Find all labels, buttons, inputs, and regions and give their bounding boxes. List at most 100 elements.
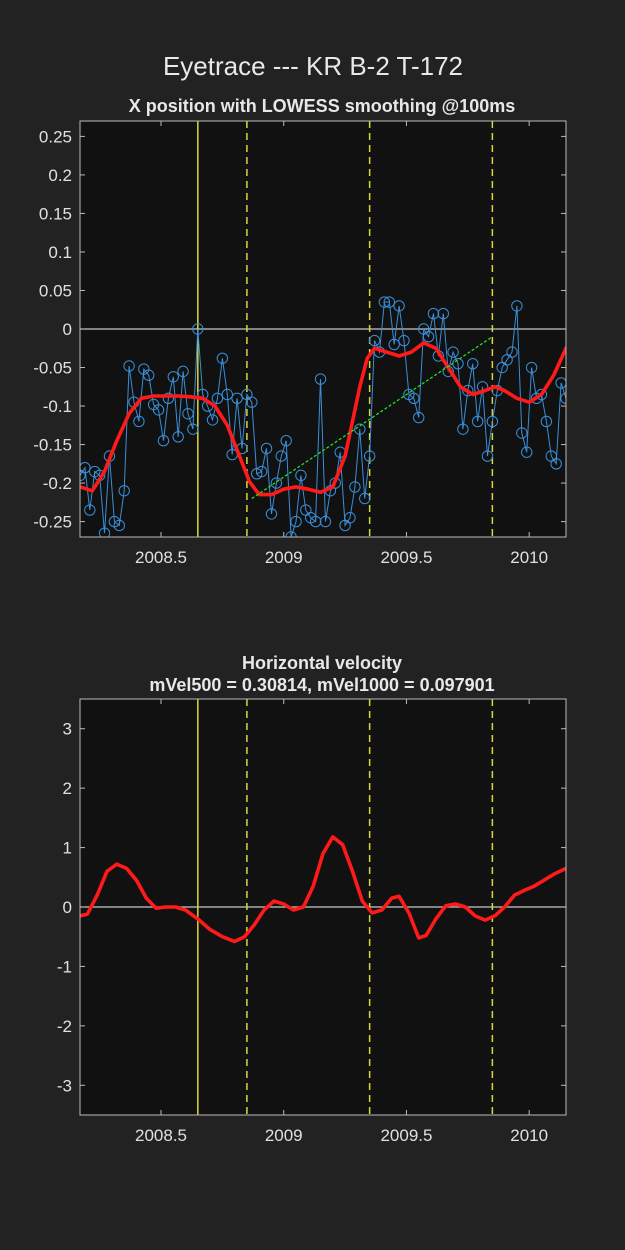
sample-point — [535, 388, 548, 401]
sample-point — [162, 392, 175, 405]
y-tick-label: 0 — [63, 898, 72, 917]
sample-point — [408, 392, 420, 405]
sample-point — [84, 504, 96, 516]
trend-line — [251, 336, 493, 499]
sample-point — [383, 296, 395, 308]
x-tick-label: 2010 — [510, 548, 548, 567]
chart-2-subtitle: mVel500 = 0.30814, mVel1000 = 0.097901 — [149, 675, 494, 695]
sample-point — [471, 415, 484, 428]
sample-point — [246, 396, 258, 408]
sample-point — [388, 338, 400, 351]
x-tick-label: 2010 — [510, 1126, 548, 1145]
sample-point — [231, 392, 243, 405]
sample-point — [521, 446, 533, 458]
y-tick-label: -0.1 — [43, 397, 72, 416]
y-tick-label: -1 — [57, 957, 72, 976]
sample-point — [555, 377, 566, 389]
sample-point — [467, 357, 479, 370]
sample-point — [265, 508, 278, 520]
x-tick-label: 2009 — [265, 548, 303, 567]
sample-point — [344, 512, 356, 524]
sample-point — [525, 361, 538, 374]
horizontal-velocity-chart: 3 2 1 0 -1 -2 -3 2008.5 2009 2009.5 2010 — [57, 698, 567, 1145]
sample-point — [398, 334, 410, 347]
sample-point — [260, 442, 273, 455]
y-tick-label: -0.05 — [33, 359, 72, 378]
sample-point — [221, 388, 233, 401]
y-tick-label: -0.25 — [33, 513, 72, 532]
sample-point — [80, 461, 91, 474]
sample-point — [393, 300, 405, 312]
y-tick-label: -3 — [57, 1076, 72, 1095]
sample-point — [422, 331, 435, 343]
sample-point — [540, 415, 553, 428]
chart-2-title: Horizontal velocity — [242, 653, 402, 673]
y-tick-label: 2 — [63, 779, 72, 798]
sample-point — [314, 373, 327, 385]
sample-point — [157, 435, 170, 447]
sample-point — [206, 414, 219, 426]
sample-point — [550, 458, 562, 470]
sample-point — [177, 365, 189, 378]
y-tick-label: 0.2 — [48, 166, 72, 185]
y-tick-label: -0.2 — [43, 474, 72, 493]
sample-point — [511, 300, 523, 312]
sample-point — [123, 360, 135, 372]
sample-point — [187, 423, 199, 435]
velocity-line — [80, 835, 566, 944]
sample-point — [275, 450, 287, 462]
sample-point — [143, 369, 155, 381]
sample-point — [363, 450, 376, 462]
sample-point — [182, 408, 194, 420]
chart-1-title: X position with LOWESS smoothing @100ms — [129, 96, 516, 116]
x-tick-label: 2009 — [265, 1126, 303, 1145]
sample-point — [255, 465, 268, 478]
sample-point — [516, 427, 528, 439]
plot-content — [80, 699, 566, 1115]
sample-point — [295, 469, 307, 482]
sample-point — [447, 346, 459, 358]
sample-point — [506, 346, 518, 358]
sample-point — [152, 404, 165, 416]
sample-point — [427, 307, 440, 320]
y-tick-label: 1 — [63, 839, 72, 858]
sample-point — [359, 492, 371, 505]
y-tick-label: 0.25 — [39, 127, 72, 146]
sample-point — [133, 415, 145, 428]
sample-point — [216, 352, 229, 364]
sample-point — [113, 519, 125, 532]
sample-point — [378, 296, 391, 308]
sample-point — [457, 423, 469, 435]
sample-point — [192, 323, 204, 335]
sample-point — [319, 515, 332, 528]
x-tick-label: 2009.5 — [380, 548, 432, 567]
sample-point — [280, 435, 292, 447]
y-tick-label: 0.1 — [48, 243, 72, 262]
sample-point — [98, 527, 111, 537]
sample-point — [211, 392, 224, 405]
sample-point — [481, 450, 494, 462]
x-tick-label: 2009.5 — [380, 1126, 432, 1145]
sample-point — [270, 477, 283, 489]
sample-point — [309, 515, 322, 528]
sample-point — [486, 415, 499, 428]
y-tick-label: 0.15 — [39, 204, 72, 223]
sample-point — [413, 411, 425, 424]
figure-title: Eyetrace --- KR B-2 T-172 — [163, 51, 463, 81]
sample-point — [167, 371, 179, 383]
sample-point — [462, 384, 474, 397]
lowess-line — [80, 341, 566, 497]
y-tick-label: 3 — [63, 720, 72, 739]
x-tick-label: 2008.5 — [135, 548, 187, 567]
sample-point — [290, 515, 302, 528]
x-position-chart: 0.25 0.2 0.15 0.1 0.05 0 -0.05 -0.1 -0.15 -0.2 -0.… — [33, 120, 567, 567]
y-tick-label: -2 — [57, 1017, 72, 1036]
sample-point — [354, 423, 366, 435]
y-tick-label: 0.05 — [39, 281, 72, 300]
sample-point — [118, 485, 130, 497]
y-tick-label: -0.15 — [33, 436, 72, 455]
sample-point — [172, 431, 184, 443]
y-tick-label: 0 — [63, 320, 72, 339]
sample-point — [437, 307, 449, 320]
